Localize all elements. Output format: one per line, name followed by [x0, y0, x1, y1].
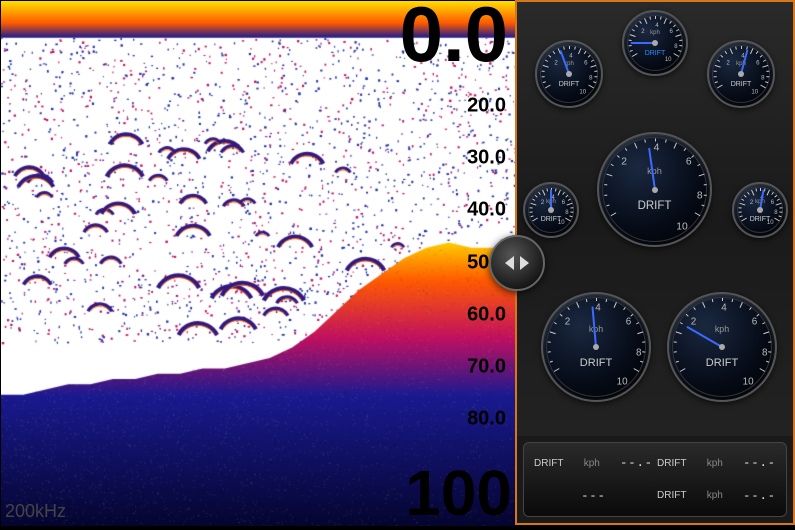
g-c[interactable]: 246810kphDRIFT — [597, 132, 712, 247]
sonar-display — [1, 1, 516, 526]
g-tr[interactable]: 246810kphDRIFT — [707, 40, 775, 108]
chevron-left-icon — [505, 256, 514, 270]
g-tc[interactable]: 246810kphDRIFT — [622, 10, 688, 76]
gauge-label: DRIFT — [706, 357, 738, 369]
g-br[interactable]: 246810kphDRIFT — [667, 292, 777, 402]
g-ml[interactable]: 246810kphDRIFT — [523, 182, 579, 238]
gauge-area: 246810kphDRIFT246810kphDRIFT246810kphDRI… — [517, 2, 793, 436]
g-mr[interactable]: 246810kphDRIFT — [732, 182, 788, 238]
gauge-label: DRIFT — [645, 50, 666, 57]
panel-nav-button[interactable] — [489, 235, 545, 291]
gauge-label: DRIFT — [559, 81, 580, 88]
digital-cell: DRIFTkph--.- — [657, 449, 776, 478]
chevron-right-icon — [520, 256, 529, 270]
gauge-label: DRIFT — [731, 81, 752, 88]
g-bl[interactable]: 246810kphDRIFT — [541, 292, 651, 402]
digital-cell: --- — [534, 482, 653, 511]
g-tl[interactable]: 246810kphDRIFT — [535, 40, 603, 108]
gauge-label: DRIFT — [638, 200, 672, 212]
gauge-label: DRIFT — [541, 216, 562, 223]
digital-cell: DRIFTkph--.- — [534, 449, 653, 478]
gauge-label: DRIFT — [750, 216, 771, 223]
bottom-depth: 100 — [405, 456, 512, 530]
gauge-panel: 246810kphDRIFT246810kphDRIFT246810kphDRI… — [515, 0, 795, 525]
digital-cell: DRIFTkph--.- — [657, 482, 776, 511]
gauge-label: DRIFT — [580, 357, 612, 369]
sonar-panel[interactable]: 0.0 20.030.040.050.060.070.080.0 100 200… — [0, 0, 515, 525]
digital-readout-bar: DRIFTkph--.-DRIFTkph--.----DRIFTkph--.- — [523, 442, 787, 517]
frequency-label: 200kHz — [5, 501, 66, 522]
current-depth: 0.0 — [400, 1, 508, 67]
